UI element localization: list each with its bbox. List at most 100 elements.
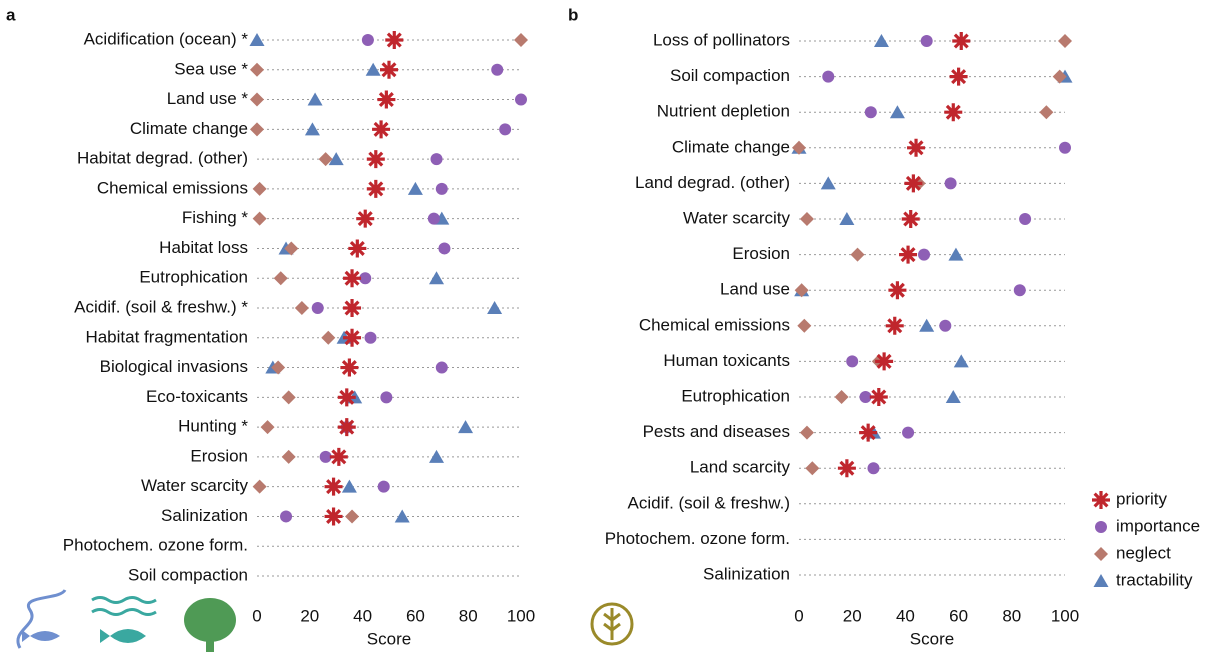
point bbox=[340, 358, 359, 377]
point bbox=[458, 420, 474, 434]
legend-label: neglect bbox=[1116, 543, 1171, 562]
point bbox=[311, 302, 324, 314]
category-label: Erosion bbox=[190, 446, 248, 465]
point bbox=[1058, 34, 1072, 48]
point bbox=[328, 152, 344, 166]
point bbox=[337, 388, 356, 407]
x-axis-label: Score bbox=[367, 629, 411, 648]
category-label: Habitat loss bbox=[159, 238, 248, 257]
category-label: Acidif. (soil & freshw.) bbox=[628, 493, 791, 512]
category-label: Land use bbox=[720, 280, 790, 299]
point bbox=[1013, 284, 1026, 297]
point bbox=[491, 63, 504, 76]
point bbox=[799, 212, 814, 226]
point bbox=[281, 390, 296, 405]
point bbox=[337, 418, 356, 437]
point bbox=[435, 361, 448, 374]
category-label: Climate change bbox=[672, 137, 790, 156]
series: importance bbox=[822, 35, 1071, 475]
point bbox=[945, 390, 961, 403]
category-label: Photochem. ozone form. bbox=[63, 536, 248, 555]
point bbox=[356, 209, 375, 228]
category-label: Erosion bbox=[732, 244, 790, 263]
point bbox=[949, 67, 968, 86]
x-tick-label: 40 bbox=[896, 606, 915, 625]
point bbox=[260, 420, 275, 435]
point bbox=[385, 31, 404, 49]
wheat-icon bbox=[603, 608, 621, 640]
point bbox=[364, 331, 377, 344]
point bbox=[899, 245, 918, 264]
point bbox=[307, 92, 323, 106]
point bbox=[394, 509, 410, 523]
x-tick-label: 0 bbox=[794, 606, 803, 625]
category-label: Photochem. ozone form. bbox=[605, 529, 790, 548]
point bbox=[359, 272, 372, 285]
panel-label: b bbox=[568, 5, 578, 24]
point bbox=[377, 480, 390, 493]
point bbox=[794, 283, 809, 298]
point bbox=[348, 239, 367, 258]
point bbox=[343, 299, 362, 317]
point bbox=[797, 318, 812, 333]
category-label: Salinization bbox=[703, 564, 790, 583]
point bbox=[252, 181, 267, 196]
point bbox=[341, 479, 357, 493]
x-tick-label: 100 bbox=[507, 606, 535, 625]
category-label: Habitat fragmentation bbox=[85, 327, 248, 346]
point bbox=[294, 301, 309, 315]
category-label: Human toxicants bbox=[663, 351, 790, 370]
point bbox=[487, 301, 503, 314]
point bbox=[939, 319, 952, 332]
legend-marker bbox=[1094, 547, 1108, 561]
point bbox=[799, 425, 814, 440]
point bbox=[365, 62, 381, 76]
category-label: Habitat degrad. (other) bbox=[77, 149, 248, 168]
tree-trunk bbox=[206, 636, 214, 652]
point bbox=[515, 93, 527, 106]
point bbox=[250, 62, 264, 77]
point bbox=[888, 281, 907, 300]
fish-icon bbox=[100, 629, 146, 643]
point bbox=[859, 391, 872, 403]
point bbox=[429, 449, 445, 463]
point bbox=[250, 122, 264, 137]
point bbox=[919, 318, 935, 332]
point bbox=[805, 461, 820, 476]
point bbox=[1039, 105, 1054, 120]
point bbox=[820, 176, 836, 190]
point bbox=[366, 179, 385, 198]
point bbox=[250, 92, 264, 107]
point bbox=[837, 459, 856, 478]
point bbox=[864, 106, 877, 119]
point bbox=[324, 507, 343, 526]
point bbox=[902, 426, 915, 439]
x-tick-label: 20 bbox=[300, 606, 319, 625]
point bbox=[901, 210, 920, 228]
x-axis-label: Score bbox=[910, 629, 954, 648]
point bbox=[271, 360, 286, 375]
point bbox=[1052, 69, 1067, 84]
x-tick-label: 60 bbox=[406, 606, 425, 625]
point bbox=[792, 140, 806, 155]
category-label: Fishing * bbox=[182, 208, 249, 227]
category-label: Soil compaction bbox=[670, 66, 790, 85]
point bbox=[904, 174, 923, 193]
category-label: Eutrophication bbox=[139, 268, 248, 287]
category-label: Sea use * bbox=[174, 59, 248, 78]
icons bbox=[16, 588, 634, 652]
point bbox=[907, 138, 926, 157]
point bbox=[377, 90, 396, 109]
point bbox=[846, 355, 859, 368]
category-label: Chemical emissions bbox=[97, 178, 248, 197]
point bbox=[944, 103, 963, 122]
category-label: Acidification (ocean) * bbox=[84, 29, 249, 48]
point bbox=[366, 150, 385, 169]
river-icon bbox=[16, 588, 67, 649]
category-label: Chemical emissions bbox=[639, 315, 790, 334]
point bbox=[249, 33, 265, 46]
legend-marker bbox=[1092, 491, 1110, 509]
point bbox=[380, 391, 393, 404]
point bbox=[284, 241, 299, 256]
